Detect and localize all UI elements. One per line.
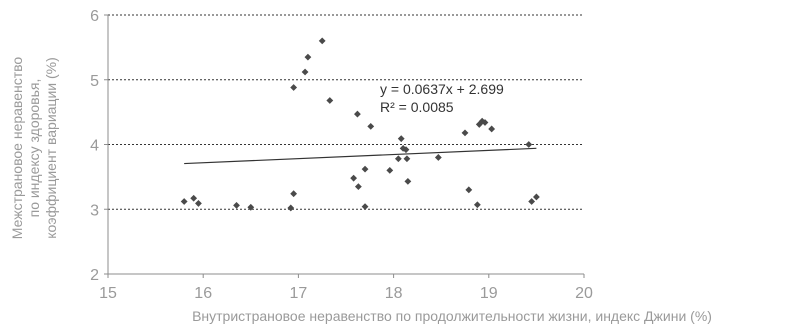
data-point-1 xyxy=(180,198,188,205)
y-tick-label-6: 6 xyxy=(90,8,99,25)
tick-labels: 2 3 4 5 6 15 16 17 18 19 20 xyxy=(90,8,593,302)
y-tick-label-4: 4 xyxy=(90,138,99,155)
trendline-group xyxy=(184,147,537,165)
data-point-5 xyxy=(247,203,255,211)
data-point-21 xyxy=(397,135,405,143)
x-tick-label-20: 20 xyxy=(575,285,593,302)
data-point-13 xyxy=(350,174,358,182)
y-gridlines xyxy=(108,14,584,210)
data-point-9 xyxy=(301,68,309,76)
data-point-3 xyxy=(195,200,202,207)
data-point-2 xyxy=(190,194,198,202)
data-point-10 xyxy=(304,53,312,61)
y-tick-label-3: 3 xyxy=(90,202,99,219)
data-point-20 xyxy=(394,155,402,163)
data-point-23 xyxy=(402,146,410,154)
data-point-27 xyxy=(461,129,469,137)
x-tick-label-17: 17 xyxy=(290,285,308,302)
data-point-28 xyxy=(465,186,473,194)
data-point-18 xyxy=(367,122,375,130)
data-point-22 xyxy=(399,144,407,152)
data-point-17 xyxy=(361,203,369,211)
data-point-7 xyxy=(290,190,298,198)
data-point-11 xyxy=(318,37,326,45)
trendline-equation: y = 0.0637x + 2.699 xyxy=(380,81,504,97)
y-axis-label-line-1: Межстрановое неравенство xyxy=(9,57,25,240)
data-point-25 xyxy=(404,178,412,185)
data-point-14 xyxy=(354,110,361,118)
trendline xyxy=(184,147,537,165)
x-tick-label-15: 15 xyxy=(99,285,117,302)
y-tick-label-5: 5 xyxy=(90,73,99,90)
y-axis-label-line-2: по индексу здоровья, xyxy=(26,79,42,218)
data-point-15 xyxy=(354,183,362,190)
data-point-34 xyxy=(525,141,533,148)
data-point-32 xyxy=(481,119,489,126)
data-point-16 xyxy=(361,165,369,173)
data-point-19 xyxy=(386,167,394,174)
data-points xyxy=(180,37,540,212)
data-point-26 xyxy=(434,154,442,161)
y-axis-label: Межстрановое неравенство по индексу здор… xyxy=(9,57,59,240)
data-point-33 xyxy=(488,125,496,133)
data-point-29 xyxy=(473,201,481,209)
data-point-12 xyxy=(326,97,334,104)
x-tick-label-16: 16 xyxy=(194,285,212,302)
y-tick-label-2: 2 xyxy=(90,267,99,284)
data-point-6 xyxy=(287,204,295,212)
data-point-36 xyxy=(533,193,540,201)
data-point-8 xyxy=(290,84,298,91)
data-point-24 xyxy=(403,155,411,163)
x-axis-label: Внутристрановое неравенство по продолжит… xyxy=(192,308,712,324)
data-point-4 xyxy=(233,201,240,209)
x-tick-label-19: 19 xyxy=(480,285,498,302)
data-point-35 xyxy=(528,198,536,205)
y-axis-label-line-3: коэффициент вариации (%) xyxy=(43,57,59,239)
x-tick-label-18: 18 xyxy=(385,285,403,302)
axes xyxy=(104,14,585,278)
trendline-r2: R² = 0.0085 xyxy=(380,99,454,115)
